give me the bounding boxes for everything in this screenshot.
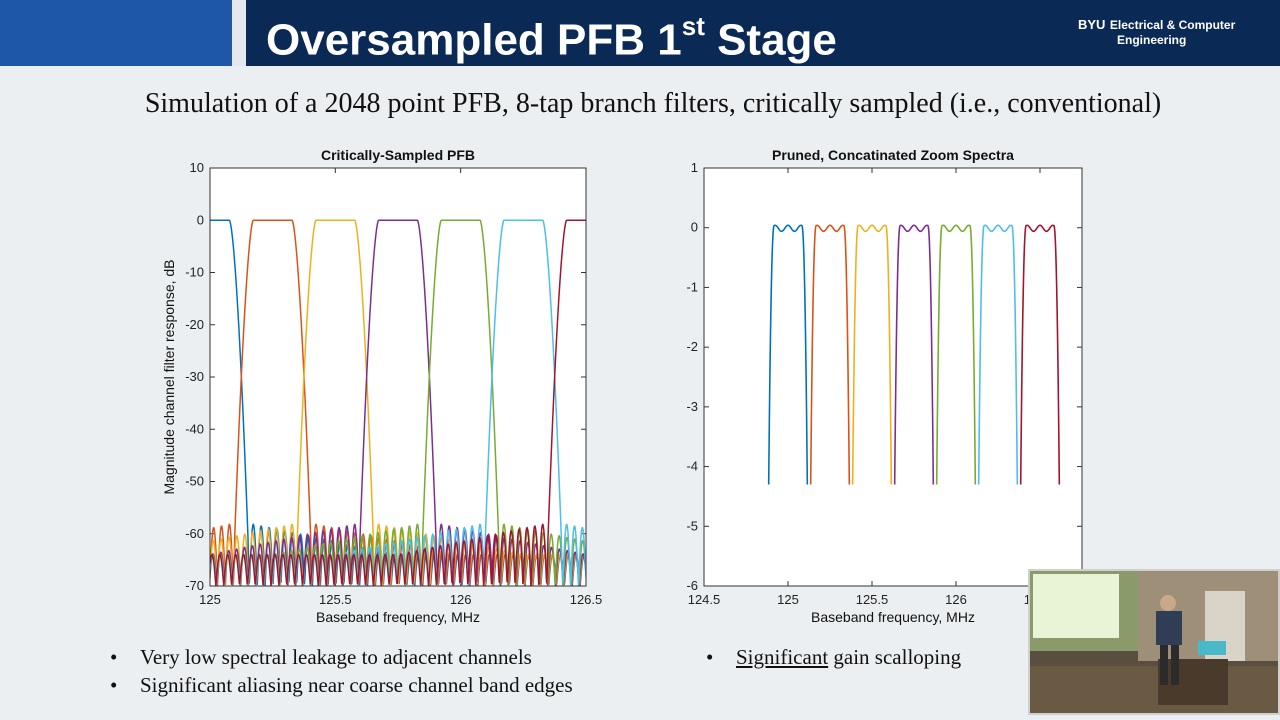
- channel-response-line: [210, 219, 586, 586]
- x-tick-label: 126: [945, 592, 967, 607]
- x-tick-label: 125.5: [856, 592, 889, 607]
- slide-title-main: Oversampled PFB 1: [266, 15, 682, 65]
- bullet-item: • Very low spectral leakage to adjacent c…: [110, 643, 573, 671]
- logo-mark: BYU: [1078, 17, 1106, 32]
- x-tick-label: 125: [777, 592, 799, 607]
- byu-logo: BYU Electrical & Computer Engineering: [1078, 17, 1236, 48]
- zoom-spectrum-segment-line: [851, 224, 893, 485]
- bullet-text-underlined: Significant: [736, 645, 829, 669]
- y-tick-label: -20: [185, 317, 204, 332]
- y-tick-label: 1: [691, 160, 698, 175]
- plot-area: [704, 168, 1082, 586]
- y-tick-label: -1: [686, 279, 698, 294]
- x-tick-label: 126: [450, 592, 472, 607]
- chart-title: Critically-Sampled PFB: [321, 147, 475, 163]
- slide-title-superscript: st: [681, 11, 705, 41]
- y-tick-label: 0: [691, 220, 698, 235]
- slide-title-end: Stage: [704, 15, 837, 65]
- bullet-item: • Significant gain scalloping: [706, 643, 961, 671]
- logo-department-line1: Electrical & Computer: [1109, 18, 1236, 32]
- y-tick-label: -5: [686, 518, 698, 533]
- y-tick-label: -60: [185, 526, 204, 541]
- bullet-dot: •: [706, 645, 714, 669]
- speaker-video-image: [1030, 571, 1278, 713]
- bullet-text: Very low spectral leakage to adjacent ch…: [140, 645, 532, 669]
- bullet-item: • Significant aliasing near coarse channe…: [110, 671, 573, 699]
- x-axis-label: Baseband frequency, MHz: [811, 609, 975, 625]
- title-bar-accent: [0, 0, 232, 66]
- zoom-spectrum-segment-line: [1019, 224, 1061, 485]
- zoom-spectrum-segment-line: [977, 224, 1019, 485]
- y-tick-label: -4: [686, 459, 698, 474]
- bullet-list-left: • Very low spectral leakage to adjacent c…: [110, 643, 573, 699]
- x-tick-label: 125: [199, 592, 221, 607]
- slide-title: Oversampled PFB 1st Stage: [266, 4, 837, 67]
- bullet-dot: •: [110, 645, 118, 669]
- chart-pruned-zoom-spectra: 124.5125125.5126126.510-1-2-3-4-5-6Prune…: [686, 147, 1083, 625]
- zoom-spectrum-segment-line: [935, 224, 977, 485]
- x-axis-label: Baseband frequency, MHz: [316, 609, 480, 625]
- title-bar-divider: [232, 0, 246, 66]
- x-tick-label: 124.5: [688, 592, 721, 607]
- bullet-text: gain scalloping: [828, 645, 962, 669]
- chart-title: Pruned, Concatinated Zoom Spectra: [772, 147, 1014, 163]
- y-tick-label: -40: [185, 421, 204, 436]
- y-tick-label: -3: [686, 399, 698, 414]
- bullet-dot: •: [110, 673, 118, 697]
- zoom-spectrum-segment-line: [767, 224, 809, 485]
- y-tick-label: -2: [686, 339, 698, 354]
- plot-area: [210, 168, 586, 586]
- bullet-list-right: • Significant gain scalloping: [706, 643, 961, 671]
- y-tick-label: 0: [197, 212, 204, 227]
- speaker-video-inset: [1028, 569, 1280, 715]
- plot-frame: [209, 167, 587, 587]
- slide-subtitle: Simulation of a 2048 point PFB, 8-tap br…: [144, 88, 1162, 119]
- logo-department-line2: Engineering: [1117, 33, 1187, 47]
- zoom-spectrum-segment-line: [809, 224, 851, 485]
- zoom-spectrum-segment-line: [893, 224, 935, 485]
- y-tick-label: -70: [185, 578, 204, 593]
- y-axis-label: Magnitude channel filter response, dB: [161, 259, 177, 494]
- x-tick-label: 125.5: [319, 592, 352, 607]
- x-tick-label: 126.5: [570, 592, 603, 607]
- y-tick-label: -6: [686, 578, 698, 593]
- bullet-text: Significant aliasing near coarse channel…: [140, 673, 573, 697]
- y-tick-label: -10: [185, 265, 204, 280]
- y-tick-label: -30: [185, 369, 204, 384]
- chart-critically-sampled-pfb: 125 125.5 126 126.5 10 0 -10 -20 -30 -40 -50 -60 -70…: [161, 147, 603, 625]
- y-tick-label: 10: [190, 160, 204, 175]
- y-tick-label: -50: [185, 474, 204, 489]
- plot-frame: [703, 167, 1083, 587]
